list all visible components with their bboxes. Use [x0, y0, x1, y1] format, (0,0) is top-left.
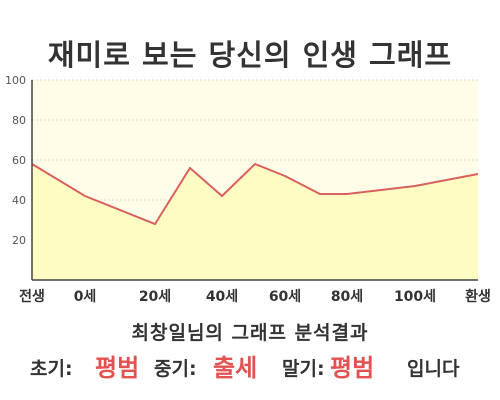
x-tick-label: 80세	[331, 289, 363, 305]
y-tick-label: 40	[12, 194, 26, 207]
analysis-result: 초기: 평범 중기: 출세 말기: 평범 입니다	[0, 345, 500, 385]
mid-value: 출세	[213, 354, 258, 382]
x-tick-label: 0세	[74, 289, 97, 305]
analysis-subtitle: 최창일님의 그래프 분석결과	[131, 322, 369, 344]
early-label: 초기:	[30, 358, 73, 380]
y-tick-label: 20	[12, 234, 26, 247]
result-suffix: 입니다	[407, 358, 460, 380]
late-label: 말기:	[282, 358, 325, 380]
y-tick-label: 80	[12, 114, 26, 127]
early-value: 평범	[95, 354, 140, 382]
x-tick-label: 환생	[465, 288, 491, 305]
late-value: 평범	[330, 354, 375, 382]
x-tick-label: 40세	[206, 289, 238, 305]
series-area	[32, 164, 478, 280]
series-line	[31, 162, 479, 226]
y-tick-label: 60	[12, 154, 26, 167]
y-tick-label: 100	[5, 74, 26, 87]
x-tick-label: 전생	[19, 288, 45, 305]
x-tick-label: 60세	[269, 289, 301, 305]
x-tick-label: 100세	[394, 289, 436, 305]
mid-label: 중기:	[154, 358, 197, 380]
page-title: 재미로 보는 당신의 인생 그래프	[47, 38, 453, 72]
x-tick-label: 20세	[139, 289, 171, 305]
